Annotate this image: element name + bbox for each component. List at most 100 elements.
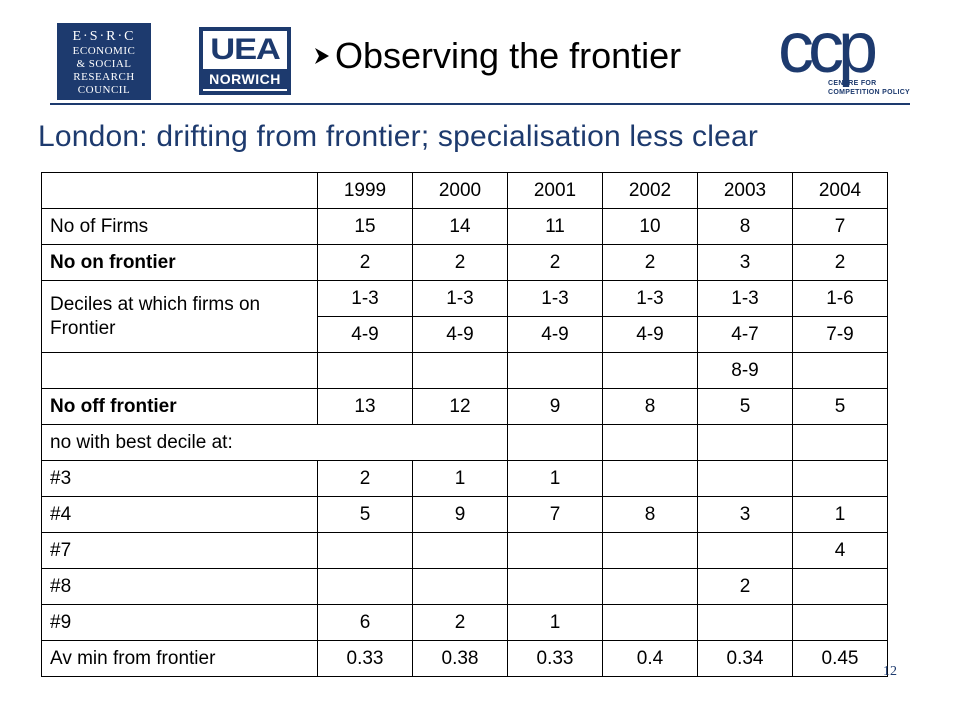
table-cell: 4-7 xyxy=(697,316,793,353)
table-header-row: 1999 2000 2001 2002 2003 2004 xyxy=(41,172,888,209)
table-cell: 15 xyxy=(317,208,413,245)
table-cell xyxy=(792,460,888,497)
ccp-logo: ccp CENTRE FOR COMPETITION POLICY xyxy=(778,12,913,104)
table-cell: 4-9 xyxy=(602,316,698,353)
table-cell xyxy=(792,604,888,641)
table-cell xyxy=(412,352,508,389)
table-cell: 12 xyxy=(412,388,508,425)
table-cell xyxy=(792,352,888,389)
table-cell: 4-9 xyxy=(412,316,508,353)
table-cell xyxy=(792,424,888,461)
row-label: No of Firms xyxy=(41,208,318,245)
table-row: Deciles at which firms on Frontier 1-3 1… xyxy=(41,280,888,353)
row-label: #9 xyxy=(41,604,318,641)
table-cell: 7-9 xyxy=(792,316,888,353)
table-cell xyxy=(507,352,603,389)
esrc-logo-line: & SOCIAL xyxy=(76,58,132,70)
table-cell xyxy=(602,460,698,497)
table-cell: 1-3 xyxy=(507,280,603,317)
table-row: #9 6 2 1 xyxy=(41,604,888,641)
table-cell xyxy=(792,568,888,605)
row-label: No off frontier xyxy=(41,388,318,425)
esrc-logo-line: RESEARCH xyxy=(73,71,135,83)
table-cell xyxy=(602,604,698,641)
row-label: #3 xyxy=(41,460,318,497)
table-cell: 2 xyxy=(317,244,413,281)
table-cell: 5 xyxy=(697,388,793,425)
table-cell: 7 xyxy=(792,208,888,245)
table-row: No on frontier 2 2 2 2 3 2 xyxy=(41,244,888,281)
esrc-logo-line: E·S·R·C xyxy=(72,29,136,44)
table-cell: 0.33 xyxy=(317,640,413,677)
table-cell: 2 xyxy=(412,604,508,641)
table-row: No off frontier 13 12 9 8 5 5 xyxy=(41,388,888,425)
table-cell: 9 xyxy=(412,496,508,533)
table-cell: 0.34 xyxy=(697,640,793,677)
arrow-bullet-icon xyxy=(315,48,329,64)
table-row: 4-9 4-9 4-9 4-9 4-7 7-9 xyxy=(42,316,888,353)
table-cell xyxy=(317,352,413,389)
year-header: 2003 xyxy=(697,172,793,209)
row-label: #4 xyxy=(41,496,318,533)
table-cell xyxy=(507,424,603,461)
table-cell xyxy=(602,532,698,569)
table-cell xyxy=(317,532,413,569)
table-row: no with best decile at: xyxy=(41,424,888,461)
page-title: Observing the frontier xyxy=(335,35,682,76)
table-cell: 2 xyxy=(697,568,793,605)
table-cell: 3 xyxy=(697,244,793,281)
table-cell: 4-9 xyxy=(317,316,413,353)
table-cell: 1 xyxy=(412,460,508,497)
table-cell: 1-3 xyxy=(697,280,793,317)
table-cell: 2 xyxy=(317,460,413,497)
table-cell: 8 xyxy=(697,208,793,245)
table-cell xyxy=(41,352,318,389)
table-cell: 2 xyxy=(792,244,888,281)
table-cell: 14 xyxy=(412,208,508,245)
ccp-logo-caption-line: CENTRE FOR xyxy=(828,80,877,87)
esrc-logo: E·S·R·C ECONOMIC & SOCIAL RESEARCH COUNC… xyxy=(57,23,151,100)
row-label: no with best decile at: xyxy=(41,424,508,461)
table-cell: 1-3 xyxy=(602,280,698,317)
table-row: Av min from frontier 0.33 0.38 0.33 0.4 … xyxy=(41,640,888,677)
year-header: 2002 xyxy=(602,172,698,209)
table-cell: 10 xyxy=(602,208,698,245)
table-cell: 0.4 xyxy=(602,640,698,677)
ccp-logo-letters: ccp xyxy=(778,8,878,88)
table-cell xyxy=(602,352,698,389)
table-cell: 8-9 xyxy=(697,352,793,389)
row-label: #7 xyxy=(41,532,318,569)
table-row: #7 4 xyxy=(41,532,888,569)
table-cell xyxy=(507,568,603,605)
table-cell: 0.45 xyxy=(792,640,888,677)
table-cell: 1-3 xyxy=(317,280,413,317)
table-cell: 8 xyxy=(602,496,698,533)
table-cell: 4-9 xyxy=(507,316,603,353)
title-row: Observing the frontier xyxy=(313,26,681,86)
ccp-logo-caption-line: COMPETITION POLICY xyxy=(828,89,911,96)
table-cell: 1 xyxy=(507,460,603,497)
table-corner-cell xyxy=(41,172,318,209)
uea-logo-main: UEA xyxy=(210,33,281,66)
table-cell: 13 xyxy=(317,388,413,425)
esrc-logo-line: ECONOMIC xyxy=(72,45,136,57)
esrc-logo-line: COUNCIL xyxy=(77,84,131,96)
table-cell: 1 xyxy=(792,496,888,533)
table-cell xyxy=(602,568,698,605)
table-cell xyxy=(602,424,698,461)
table-cell: 1 xyxy=(507,604,603,641)
table-cell: 2 xyxy=(412,244,508,281)
row-label: No on frontier xyxy=(41,244,318,281)
table-cell: 0.33 xyxy=(507,640,603,677)
table-cell: 1-6 xyxy=(792,280,888,317)
table-cell xyxy=(697,460,793,497)
page-number: 12 xyxy=(883,664,897,679)
table-cell: 1-3 xyxy=(412,280,508,317)
table-row: #3 2 1 1 xyxy=(41,460,888,497)
frontier-table: 1999 2000 2001 2002 2003 2004 No of Firm… xyxy=(41,172,888,677)
table-cell xyxy=(412,532,508,569)
year-header: 2000 xyxy=(412,172,508,209)
table-row: 8-9 xyxy=(41,352,888,389)
table-cell: 2 xyxy=(507,244,603,281)
row-label: Av min from frontier xyxy=(41,640,318,677)
